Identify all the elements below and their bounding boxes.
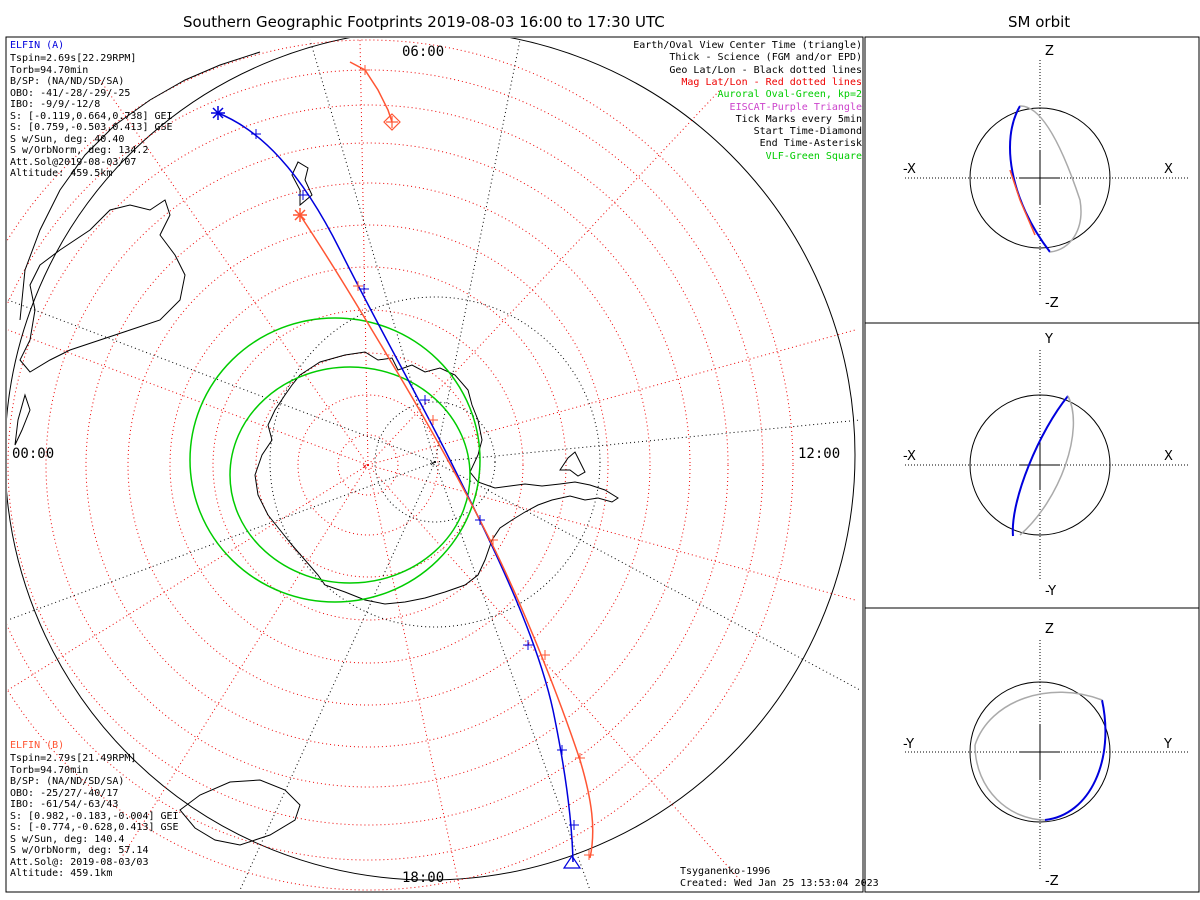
elfin-a-info-line: OBO: -41/-28/-29/-25 [10, 87, 131, 99]
panel1-right: X [1164, 162, 1173, 177]
orbit-panel-2 [905, 350, 1190, 580]
elfin-a-track [217, 112, 574, 863]
new-zealand-coast [14, 393, 31, 446]
orbit-title: SM orbit [1008, 13, 1071, 31]
orbit-panel-3 [905, 640, 1190, 870]
elfin-a-info-line: S: [0.759,-0.503,0.413] GSE [10, 122, 173, 133]
elfin-a-info-line: Tspin=2.69s[22.29RPM] [10, 53, 137, 64]
legend-item: VLF-Green Square [765, 150, 862, 162]
elfin-b-info-line: B/SP: (NA/ND/SD/SA) [10, 776, 125, 787]
legend-item: End Time-Asterisk [759, 138, 862, 150]
elfin-b-info-line: S: [-0.774,-0.628,0.413] GSE [10, 822, 179, 833]
elfin-b-diamond [383, 113, 401, 131]
elfin-a-info-line: S: [-0.119,0.664,0.738] GEI [10, 110, 173, 122]
africa-coast [179, 779, 301, 846]
panel3-top: Z [1045, 622, 1054, 637]
elfin-b-info-line: Altitude: 459.1km [10, 868, 113, 879]
elfin-b-info-line: Tspin=2.79s[21.49RPM] [10, 753, 137, 764]
mlt-label-bottom: 18:00 [402, 870, 445, 886]
elfin-b-track-top [349, 61, 393, 123]
model-label: Tsyganenko-1996 [680, 866, 771, 877]
legend-item: Geo Lat/Lon - Black dotted lines [669, 64, 862, 76]
legend-item: Thick - Science (FGM and/or EPD) [669, 52, 862, 64]
antarctica-coast [254, 351, 619, 605]
panel2-left: -X [903, 449, 916, 464]
orbit-panel-1 [905, 60, 1190, 295]
panel3-right: Y [1164, 737, 1172, 752]
elfin-b-info-line: S: [0.982,-0.183,-0.004] GEI [10, 810, 179, 822]
legend-item: Auroral Oval-Green, kp=2 [717, 89, 863, 101]
mlt-label-right: 12:00 [798, 446, 841, 462]
mlt-label-left: 00:00 [12, 446, 55, 462]
elfin-a-triangle [562, 854, 582, 869]
legend-item: Mag Lat/Lon - Red dotted lines [681, 76, 862, 88]
panel1-bottom: -Z [1045, 296, 1059, 311]
created-label: Created: Wed Jan 25 13:53:04 2023 [680, 878, 879, 889]
map-frame [5, 36, 864, 893]
elfin-a-info-line: IBO: -9/9/-12/8 [10, 99, 101, 110]
elfin-b-info-line: IBO: -61/54/-63/43 [10, 799, 119, 810]
elfin-b-end-asterisk [293, 208, 307, 222]
south-america-coast [291, 161, 313, 207]
elfin-a-info-line: Att.Sol@2019-08-03/07 [10, 156, 137, 168]
elfin-b-info-line: S w/Sun, deg: 140.4 [10, 833, 125, 845]
mlt-label-top: 06:00 [402, 44, 445, 60]
panel1-left: -X [903, 162, 916, 177]
earth-limb [7, 38, 856, 881]
elfin-b-track [299, 214, 594, 859]
legend-item: EISCAT-Purple Triangle [729, 101, 862, 113]
panel2-right: X [1164, 449, 1173, 464]
auroral-oval-inner [229, 366, 471, 584]
elfin-a-info-line: S w/Sun, deg: 40.40 [10, 133, 125, 145]
mag-pole-marker: × [362, 462, 367, 472]
geo-pole-marker: × [430, 459, 435, 469]
elfin-a-start-asterisk [211, 106, 225, 120]
geo-grid [7, 39, 861, 891]
auroral-oval-outer [189, 317, 481, 603]
panel2-bottom: -Y [1045, 584, 1057, 599]
legend-item: Tick Marks every 5min [735, 113, 862, 125]
panel1-top: Z [1045, 44, 1054, 59]
antarctic-peninsula [559, 451, 586, 477]
elfin-a-info-line: Torb=94.70min [10, 64, 89, 76]
elfin-b-info-line: Torb=94.70min [10, 764, 89, 776]
panel3-left: -Y [903, 737, 915, 752]
elfin-b-title: ELFIN (B) [10, 740, 65, 751]
legend-item: Start Time-Diamond [753, 126, 862, 138]
orbit-frame [864, 36, 1200, 893]
panel2-top: Y [1045, 332, 1053, 347]
elfin-b-info-line: OBO: -25/27/-40/17 [10, 787, 119, 799]
elfin-a-info-line: B/SP: (NA/ND/SD/SA) [10, 76, 125, 87]
australia-coast [19, 199, 186, 373]
elfin-a-title: ELFIN (A) [10, 40, 65, 51]
panel3-bottom: -Z [1045, 874, 1059, 889]
earth-limb-land [19, 51, 261, 321]
legend-item: Earth/Oval View Center Time (triangle) [633, 40, 862, 51]
elfin-a-info-line: Altitude: 459.5km [10, 168, 113, 179]
main-title: Southern Geographic Footprints 2019-08-0… [183, 13, 665, 31]
elfin-a-info-line: S w/OrbNorm, deg: 134.2 [10, 145, 149, 156]
elfin-b-info-line: S w/OrbNorm, deg: 57.14 [10, 845, 149, 856]
elfin-b-info-line: Att.Sol@: 2019-08-03/03 [10, 856, 149, 868]
